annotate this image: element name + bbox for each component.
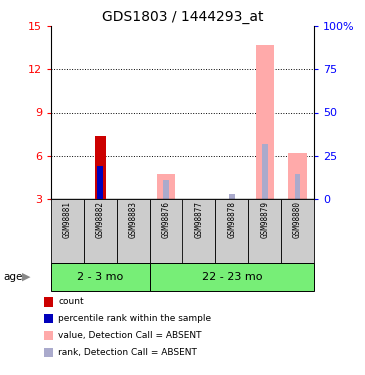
Text: value, Detection Call = ABSENT: value, Detection Call = ABSENT bbox=[58, 331, 202, 340]
Text: 22 - 23 mo: 22 - 23 mo bbox=[201, 272, 262, 282]
Bar bbox=[255, 45, 274, 199]
Text: GSM98882: GSM98882 bbox=[96, 201, 105, 238]
Text: GSM98876: GSM98876 bbox=[162, 201, 170, 238]
Text: count: count bbox=[58, 297, 84, 306]
Text: GSM98880: GSM98880 bbox=[293, 201, 302, 238]
Text: GSM98877: GSM98877 bbox=[195, 201, 203, 238]
Text: GSM98878: GSM98878 bbox=[227, 201, 236, 238]
Text: GSM98883: GSM98883 bbox=[129, 201, 138, 238]
Text: percentile rank within the sample: percentile rank within the sample bbox=[58, 314, 212, 323]
Bar bbox=[95, 135, 106, 199]
Title: GDS1803 / 1444293_at: GDS1803 / 1444293_at bbox=[102, 10, 263, 24]
Bar bbox=[295, 174, 300, 199]
Text: GSM98879: GSM98879 bbox=[260, 201, 269, 238]
Bar bbox=[262, 144, 268, 199]
Text: ▶: ▶ bbox=[22, 272, 30, 282]
Text: 2 - 3 mo: 2 - 3 mo bbox=[77, 272, 123, 282]
Text: GSM98881: GSM98881 bbox=[63, 201, 72, 238]
Text: rank, Detection Call = ABSENT: rank, Detection Call = ABSENT bbox=[58, 348, 197, 357]
Bar bbox=[288, 153, 307, 199]
Bar bbox=[97, 166, 103, 199]
Bar bbox=[163, 180, 169, 199]
Bar bbox=[229, 194, 235, 199]
Text: age: age bbox=[4, 272, 23, 282]
Bar bbox=[157, 174, 175, 199]
